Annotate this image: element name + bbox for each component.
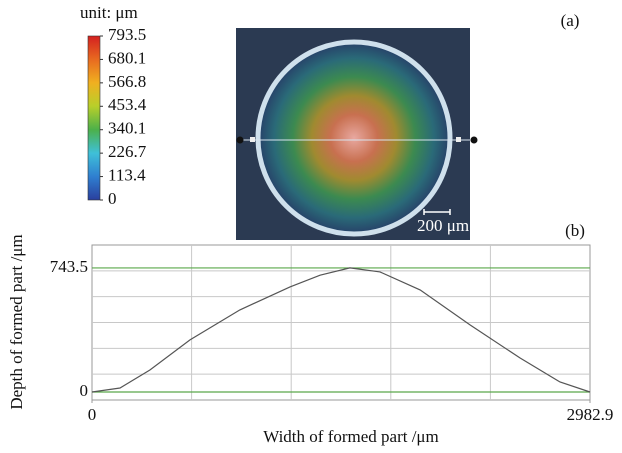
colorbar-scale — [87, 35, 101, 201]
colorbar-title: unit: μm — [80, 3, 138, 22]
panel-label: (b) — [565, 221, 585, 240]
y-tick-label: 0 — [80, 381, 89, 400]
surface-image — [236, 28, 478, 240]
x-tick-label: 2982.9 — [567, 405, 614, 424]
y-tick-label: 743.5 — [50, 257, 88, 276]
colorbar-tick-label: 340.1 — [108, 119, 146, 138]
colorbar-tick-label: 793.5 — [108, 25, 146, 44]
x-axis-label: Width of formed part /μm — [263, 427, 439, 446]
line-series — [91, 267, 591, 393]
colorbar-tick-label: 453.4 — [108, 95, 147, 114]
line-chart: 0 743.5 0 2982.9 Width of formed part /μm Dep… — [7, 234, 613, 446]
colorbar-tick-label: 0 — [108, 189, 117, 208]
colorbar-tick-label: 566.8 — [108, 72, 146, 91]
colorbar-tick-label: 226.7 — [108, 142, 147, 161]
colorbar: unit: μm 0 113.4 226.7 340.1 453.4 566.8 680.1 7… — [80, 3, 147, 208]
scale-bar-label: 200 μm — [417, 216, 469, 235]
y-axis-label: Depth of formed part /μm — [7, 234, 26, 409]
panel-label: (a) — [561, 11, 580, 30]
x-tick-label: 0 — [88, 405, 97, 424]
colorbar-tick-label: 680.1 — [108, 48, 146, 67]
colorbar-tick-label: 113.4 — [108, 165, 146, 184]
